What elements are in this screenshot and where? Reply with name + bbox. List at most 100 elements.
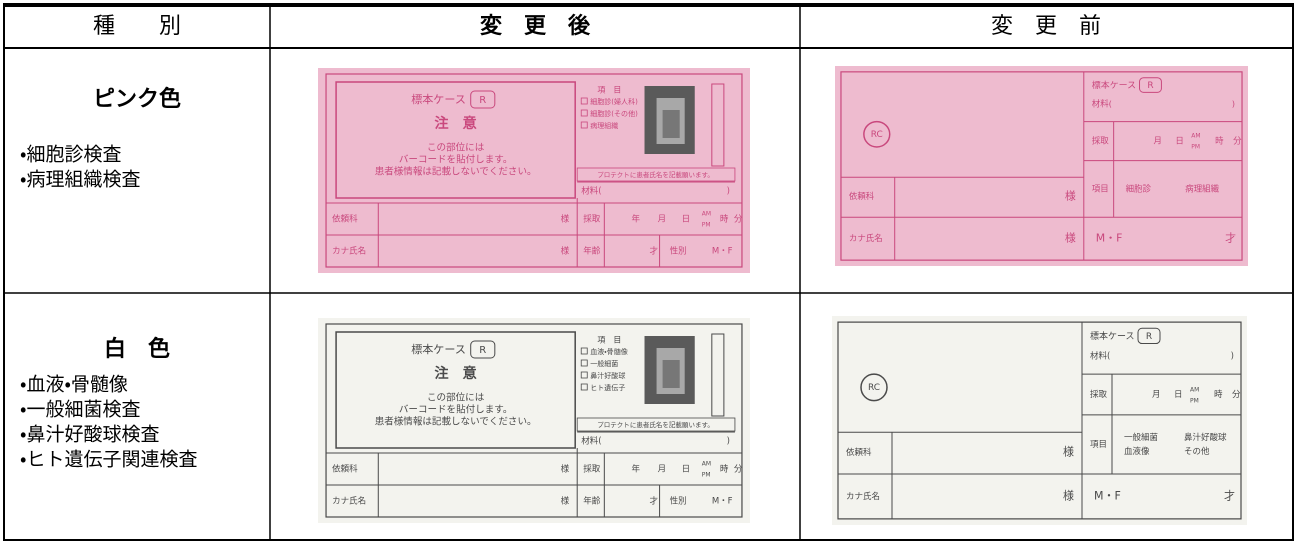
card-text: 年齢 bbox=[583, 496, 601, 507]
card-text: 才 bbox=[1224, 488, 1235, 502]
card-text: 様 bbox=[561, 464, 570, 475]
checkbox bbox=[580, 383, 588, 391]
card-text: 様 bbox=[1063, 488, 1074, 502]
card-text: M・F bbox=[712, 497, 733, 507]
header-cell: 種 別 bbox=[93, 14, 181, 39]
test-item: ・一般細菌検査 bbox=[20, 399, 140, 421]
card-text: 項目 bbox=[1092, 183, 1109, 193]
case-mark-box bbox=[470, 340, 496, 359]
checkbox bbox=[580, 97, 588, 105]
card-text: AM bbox=[1190, 386, 1199, 393]
card-text: 性別 bbox=[670, 496, 687, 507]
card-text: 年 bbox=[631, 214, 640, 225]
card-text: 依頼科 bbox=[849, 191, 875, 201]
card-frame bbox=[840, 71, 1243, 261]
card-text: 日 bbox=[1174, 389, 1182, 400]
card-text: 月 bbox=[658, 215, 667, 225]
card-text: 年 bbox=[631, 464, 640, 475]
checkbox bbox=[580, 359, 588, 367]
test-item: ・鼻汁好酸球検査 bbox=[20, 424, 159, 446]
card-text: 細胞診(その他) bbox=[590, 109, 638, 118]
card-text: 日 bbox=[682, 215, 691, 225]
card-text: PM bbox=[702, 222, 711, 229]
card-text: 性別 bbox=[670, 246, 687, 257]
test-item: ・血液・骨髄像 bbox=[20, 374, 128, 396]
card-text: 才 bbox=[650, 246, 659, 257]
card-text: 項 目 bbox=[597, 86, 621, 95]
card-text: 分 bbox=[734, 465, 743, 475]
card-text: 標本ケース bbox=[411, 342, 466, 356]
card-text: PM bbox=[1191, 145, 1200, 151]
card-text: 標本ケース bbox=[411, 92, 466, 106]
card-frame bbox=[325, 73, 743, 268]
card-text: バーコードを貼付します。 bbox=[399, 404, 512, 416]
card-text: この部位には bbox=[427, 392, 485, 404]
card-text: 材料( bbox=[1092, 99, 1112, 109]
test-item: ・細胞診検査 bbox=[20, 144, 121, 166]
card-frame bbox=[837, 321, 1242, 520]
card-text: AM bbox=[702, 461, 711, 468]
card-text: 材料( bbox=[581, 186, 601, 197]
card-text: ) bbox=[1231, 351, 1234, 361]
card-text: 様 bbox=[1063, 445, 1074, 459]
card-text: 様 bbox=[1065, 231, 1076, 245]
sample-case-photo-core bbox=[662, 360, 680, 388]
card-text: PM bbox=[1190, 398, 1199, 405]
case-mark-box bbox=[1137, 327, 1161, 345]
side-strip bbox=[711, 333, 725, 417]
card-text: 日 bbox=[682, 465, 691, 475]
card-text: 細胞診(婦人科) bbox=[590, 97, 638, 106]
card-text: 採取 bbox=[1090, 388, 1107, 400]
card-text: M・F bbox=[712, 247, 733, 257]
card-text: 一般細菌 bbox=[590, 359, 618, 368]
card-text: ヒト遺伝子 bbox=[590, 383, 625, 392]
checkbox bbox=[580, 121, 588, 129]
card-text: 患者様情報は記載しないでください。 bbox=[375, 166, 537, 178]
card-text: 時 bbox=[720, 215, 729, 225]
header-cell: 変 更 前 bbox=[991, 14, 1101, 39]
card-text: 患者様情報は記載しないでください。 bbox=[375, 416, 537, 428]
card-text: 時 bbox=[1215, 136, 1224, 146]
card-text: R bbox=[1146, 332, 1153, 342]
card-text: 項 目 bbox=[597, 336, 621, 345]
card-text: 様 bbox=[561, 214, 570, 225]
card-text: 月 bbox=[1153, 136, 1161, 146]
card-text: 時 bbox=[1214, 389, 1223, 400]
card-text: R bbox=[479, 345, 486, 356]
card-text: 一般細菌 bbox=[1124, 431, 1158, 443]
card-text: プロテクトに患者氏名を記載願います。 bbox=[597, 170, 714, 179]
card-text: 様 bbox=[1065, 189, 1076, 203]
label-card-before: RC標本ケース R材料()採取月日 AMPM時 分項目 細胞診 病理組織依頼科 様カナ氏名様… bbox=[835, 66, 1248, 266]
card-text: 年齢 bbox=[583, 246, 601, 257]
stamp-circle bbox=[863, 120, 891, 148]
kind-label: 白 色 bbox=[104, 336, 170, 362]
card-text: その他 bbox=[1184, 445, 1210, 457]
card-text: 病理組織 bbox=[590, 121, 618, 130]
card-text: 時 bbox=[720, 465, 729, 475]
card-text: 月 bbox=[1152, 389, 1160, 400]
protect-box bbox=[576, 167, 736, 182]
card-text: 血液・骨髄像 bbox=[590, 347, 627, 356]
card-text: 分 bbox=[1232, 389, 1241, 400]
case-mark-box bbox=[470, 90, 496, 109]
card-text: M・F bbox=[1096, 232, 1123, 245]
card-text: 注 意 bbox=[435, 365, 477, 382]
checkbox bbox=[580, 371, 588, 379]
header-cell: 変 更 後 bbox=[480, 13, 591, 39]
card-text: カナ氏名 bbox=[332, 496, 366, 507]
card-text: 採取 bbox=[1092, 136, 1110, 146]
card-text: 依頼科 bbox=[846, 446, 872, 458]
card-text: 鼻汁好酸球 bbox=[590, 371, 625, 380]
card-text: この部位には bbox=[427, 142, 485, 154]
card-text: 標本ケース bbox=[1092, 79, 1136, 91]
card-text: ) bbox=[727, 187, 730, 197]
card-text: 月 bbox=[658, 465, 667, 475]
card-text: 材料( bbox=[1090, 349, 1110, 361]
card-text: 項目 bbox=[1090, 439, 1107, 450]
card-text: PM bbox=[702, 472, 711, 479]
card-text: AM bbox=[1191, 134, 1200, 140]
card-text: 標本ケース bbox=[1090, 330, 1135, 342]
card-text: カナ氏名 bbox=[846, 490, 880, 502]
